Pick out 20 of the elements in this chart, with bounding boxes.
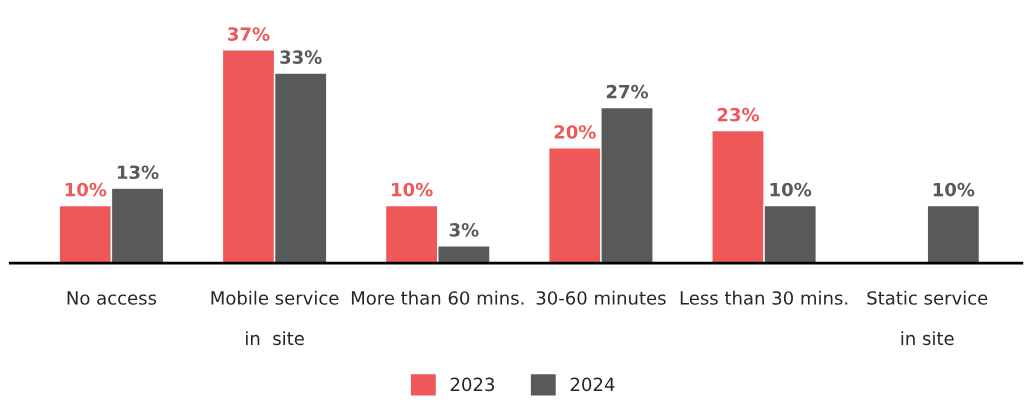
x-tick-label: More than 60 mins. (351, 290, 524, 305)
legend-label: 2023 (450, 377, 494, 392)
data-label: 23% (717, 107, 759, 122)
data-label: 10% (770, 182, 812, 197)
data-label: 20% (554, 125, 596, 139)
data-label: 10% (65, 182, 107, 197)
x-tick-label: No access (67, 291, 157, 305)
bar (926, 204, 981, 264)
category-label: Mobile service in site (211, 290, 339, 346)
data-label: 10% (933, 182, 975, 197)
data-label: 13% (117, 165, 159, 180)
category-label: Static service in site (867, 290, 988, 346)
x-tick-label: 30-60 minutes (536, 290, 666, 305)
data-label: 33% (280, 50, 322, 64)
data-label: 37% (228, 27, 270, 41)
data-label: 10% (392, 182, 433, 197)
x-tick-label: Less than 30 mins. (680, 290, 848, 305)
data-label: 27% (606, 84, 649, 99)
legend-label: 2024 (570, 377, 615, 392)
data-label: 3% (449, 223, 479, 237)
